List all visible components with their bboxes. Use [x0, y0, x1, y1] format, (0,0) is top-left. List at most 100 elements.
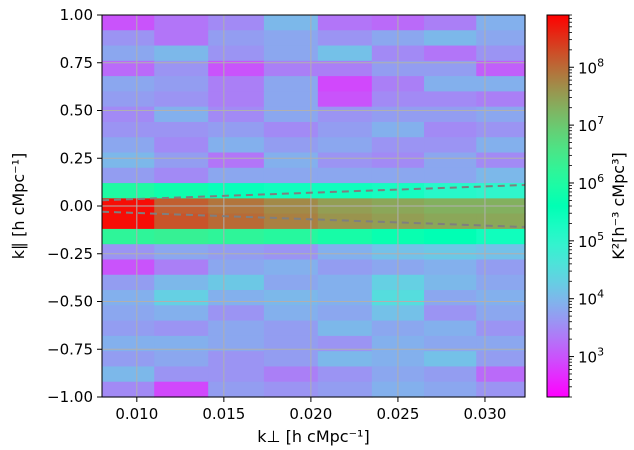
heatmap-cell — [263, 244, 319, 261]
heatmap-cell — [263, 381, 319, 398]
heatmap-cell — [208, 351, 265, 368]
heatmap-cell — [424, 45, 477, 62]
x-tick-label: 0.030 — [463, 405, 506, 423]
heatmap-cell — [154, 15, 209, 31]
heatmap-cell — [317, 45, 373, 62]
heatmap-cell — [154, 366, 209, 383]
heatmap-cell — [424, 381, 477, 398]
heatmap-cell — [317, 121, 373, 138]
horizon-line-upper — [101, 183, 526, 202]
heatmap-cell — [154, 320, 209, 337]
heatmap-cell — [154, 305, 209, 322]
heatmap-cell — [208, 91, 265, 108]
heatmap-cell — [154, 213, 209, 230]
heatmap-cell — [154, 259, 209, 276]
heatmap-cell — [102, 351, 155, 368]
heatmap-cell — [424, 121, 477, 138]
heatmap-cell — [476, 76, 526, 92]
heatmap-cell — [263, 213, 319, 230]
heatmap-cell — [208, 290, 265, 306]
heatmap-cell — [476, 259, 526, 276]
horizon-line-lower — [101, 210, 526, 229]
heatmap-cell — [317, 259, 373, 276]
heatmap-cell — [102, 183, 155, 199]
colorbar-label: K²[h⁻³ cMpc³] — [609, 152, 628, 259]
heatmap-cell — [317, 305, 373, 322]
heatmap-cell — [424, 137, 477, 154]
heatmap-cell — [102, 259, 155, 276]
heatmap-cell — [424, 335, 477, 352]
colorbar: 103 104 105 106 107 108 — [546, 14, 604, 398]
heatmap-cell — [102, 15, 155, 31]
heatmap-cell — [476, 320, 526, 337]
y-axis: 1.00 0.75 0.50 0.25 0.00 −0.25 −0.50 −0.75 −1.00 — [47, 6, 102, 406]
heatmap-cell — [263, 351, 319, 368]
y-tick-label: 1.00 — [60, 6, 93, 24]
heatmap-cell — [263, 335, 319, 352]
heatmap-cell — [476, 366, 526, 383]
heatmap-cell — [317, 244, 373, 261]
heatmap-cell — [208, 305, 265, 322]
heatmap-cell — [317, 335, 373, 352]
heatmap-cell — [424, 30, 477, 47]
heatmap-cell — [424, 15, 477, 31]
heatmap-cell — [476, 274, 526, 291]
heatmap-cell — [317, 30, 373, 47]
colorbar-tick-label: 103 — [578, 346, 604, 367]
heatmap-cell — [263, 45, 319, 62]
heatmap-cell — [102, 30, 155, 47]
heatmap-cell — [263, 366, 319, 383]
heatmap-cell — [317, 15, 373, 31]
heatmap-cell — [154, 45, 209, 62]
y-tick-label: −0.75 — [47, 340, 93, 358]
colorbar-tick-label: 108 — [578, 56, 604, 77]
heatmap-cell — [263, 91, 319, 108]
heatmap-cell — [102, 137, 155, 154]
heatmap-cell — [424, 183, 477, 199]
heatmap-cell — [102, 290, 155, 306]
heatmap-cell — [154, 30, 209, 47]
y-tick-label: 0.50 — [60, 102, 93, 120]
heatmap-cell — [102, 121, 155, 138]
heatmap-cell — [154, 335, 209, 352]
heatmap-cell — [208, 366, 265, 383]
heatmap-cell — [154, 290, 209, 306]
heatmap-cell — [208, 45, 265, 62]
heatmap-cell — [424, 60, 477, 77]
heatmap-cell — [102, 335, 155, 352]
x-axis: 0.010 0.015 0.020 0.025 0.030 — [115, 397, 506, 423]
heatmap-cell — [424, 228, 477, 245]
heatmap-cell — [424, 91, 477, 108]
heatmap-cell — [208, 335, 265, 352]
heatmap-cell — [476, 137, 526, 154]
heatmap-cell — [102, 167, 155, 184]
heatmap-cell — [154, 60, 209, 77]
heatmap-cell — [208, 15, 265, 31]
heatmap-cell — [317, 228, 373, 245]
x-tick-label: 0.015 — [202, 405, 245, 423]
heatmap-cell — [424, 213, 477, 230]
heatmap-cell — [154, 121, 209, 138]
heatmap-cell — [317, 381, 373, 398]
heatmap-cell — [263, 60, 319, 77]
heatmap-cell — [208, 244, 265, 261]
heatmap-cell — [476, 45, 526, 62]
heatmap-cell — [263, 106, 319, 123]
heatmap-cell — [476, 121, 526, 138]
heatmap-cell — [154, 274, 209, 291]
heatmap-cell — [263, 259, 319, 276]
colorbar-tick-label: 106 — [578, 172, 604, 193]
heatmap-cell — [476, 30, 526, 47]
heatmap-cell — [317, 351, 373, 368]
heatmap-cell — [208, 381, 265, 398]
heatmap-cell — [424, 244, 477, 261]
heatmap-cell — [424, 290, 477, 306]
heatmap-cell — [263, 121, 319, 138]
heatmap-cell — [208, 121, 265, 138]
heatmap-cell — [317, 60, 373, 77]
x-tick-label: 0.020 — [289, 405, 332, 423]
heatmap-cell — [317, 274, 373, 291]
heatmap-cell — [424, 106, 477, 123]
heatmap-cell — [424, 366, 477, 383]
